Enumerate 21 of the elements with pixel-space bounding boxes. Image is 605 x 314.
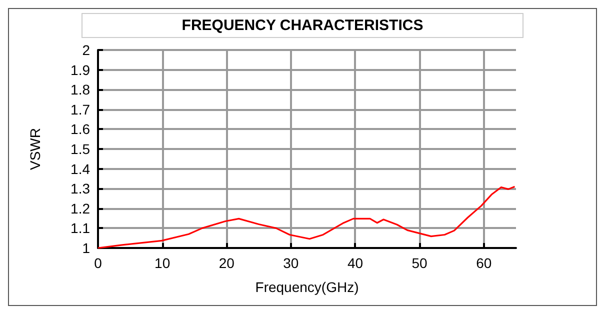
x-axis-title: Frequency(GHz) bbox=[255, 279, 359, 295]
y-tick-label: 1.7 bbox=[70, 101, 90, 118]
x-tick-label: 0 bbox=[94, 255, 102, 271]
x-tick-label: 50 bbox=[412, 255, 428, 271]
y-axis-title: VSWR bbox=[27, 128, 43, 170]
y-tick-label: 1.6 bbox=[70, 121, 90, 138]
y-tick-label: 1.9 bbox=[70, 62, 90, 78]
y-tick-label: 1.1 bbox=[70, 220, 90, 236]
y-tick-label: 1.4 bbox=[70, 160, 90, 177]
y-tick-label: 1.8 bbox=[70, 82, 90, 98]
x-tick-label: 20 bbox=[218, 255, 235, 271]
x-tick-label: 40 bbox=[347, 255, 364, 271]
chart-title: FREQUENCY CHARACTERISTICS bbox=[182, 17, 424, 34]
y-tick-label: 1 bbox=[82, 240, 90, 256]
y-tick-label: 2 bbox=[82, 42, 90, 58]
x-tick-label: 30 bbox=[283, 255, 299, 271]
y-tick-label: 1.5 bbox=[70, 141, 90, 157]
x-tick-label: 60 bbox=[476, 255, 492, 271]
y-tick-label: 1.2 bbox=[70, 200, 90, 216]
x-tick-label: 10 bbox=[154, 255, 170, 271]
y-tick-label: 1.3 bbox=[70, 180, 90, 197]
